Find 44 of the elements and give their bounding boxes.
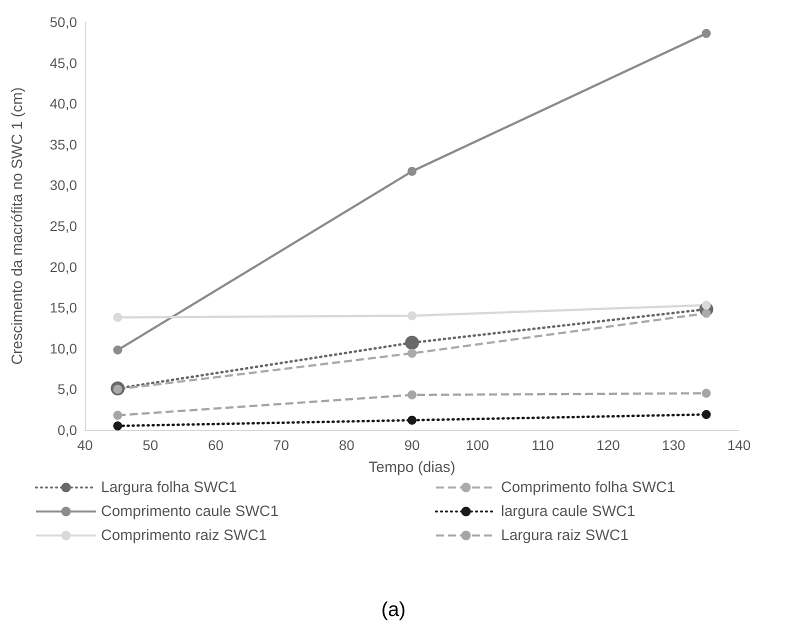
point [405,336,419,350]
y-tick-label: 30,0 [50,177,78,194]
x-axis-title: Tempo (dias) [368,459,456,476]
y-tick-label: 5,0 [58,381,78,398]
legend-label: Largura raiz SWC1 [501,527,629,544]
point [113,421,122,430]
x-tick-label: 60 [208,437,224,453]
x-tick-label: 80 [338,437,355,453]
y-axis-title: Crescimento da macrófita no SWC 1 (cm) [9,87,26,365]
y-tick-label: 0,0 [58,422,78,438]
x-tick-label: 120 [596,437,620,453]
legend-label: largura caule SWC1 [501,503,636,520]
x-tick-label: 40 [77,437,93,453]
legend-label: Comprimento caule SWC1 [101,503,279,520]
point [113,410,122,420]
y-tick-label: 15,0 [50,300,78,316]
x-tick-label: 90 [404,437,420,453]
point [702,388,711,398]
x-tick-label: 140 [727,437,751,453]
point [113,312,122,322]
point [408,390,416,400]
x-tick-label: 100 [466,437,490,453]
y-tick-label: 10,0 [50,340,78,356]
y-tick-label: 20,0 [50,258,78,275]
legend-label: Comprimento raiz SWC1 [101,527,267,544]
legend-label: Largura folha SWC1 [101,479,237,496]
point [408,166,416,176]
point [113,346,122,355]
x-tick-label: 50 [142,437,158,453]
point [408,311,416,320]
y-tick-label: 35,0 [50,136,78,152]
point [702,410,711,419]
x-tick-label: 70 [273,437,290,453]
point [408,348,416,358]
y-tick-label: 45,0 [50,54,78,71]
text: (a) [381,599,406,621]
y-tick-label: 50,0 [50,14,78,30]
x-tick-label: 130 [662,437,686,453]
legend-label: Comprimento folha SWC1 [501,479,676,496]
point [408,416,416,425]
y-tick-label: 25,0 [50,218,78,234]
y-tick-label: 40,0 [50,96,78,112]
point [702,28,711,38]
x-tick-label: 110 [532,437,554,453]
